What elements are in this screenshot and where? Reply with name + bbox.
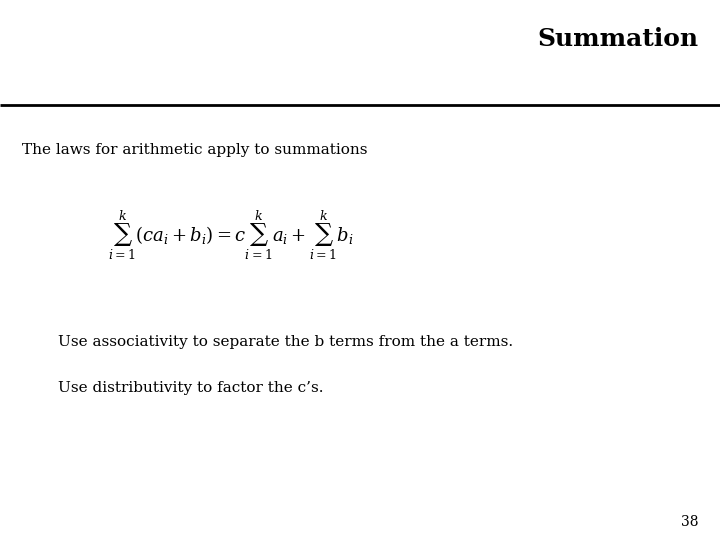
Text: Use distributivity to factor the c’s.: Use distributivity to factor the c’s. [58, 381, 323, 395]
Text: The laws for arithmetic apply to summations: The laws for arithmetic apply to summati… [22, 143, 367, 157]
Text: $\sum_{i=1}^{k}\left(ca_i + b_i\right) = c\sum_{i=1}^{k}a_i + \sum_{i=1}^{k}b_i$: $\sum_{i=1}^{k}\left(ca_i + b_i\right) =… [107, 208, 354, 262]
Text: 38: 38 [681, 515, 698, 529]
Text: Summation: Summation [537, 27, 698, 51]
Text: Use associativity to separate the b terms from the a terms.: Use associativity to separate the b term… [58, 335, 513, 349]
